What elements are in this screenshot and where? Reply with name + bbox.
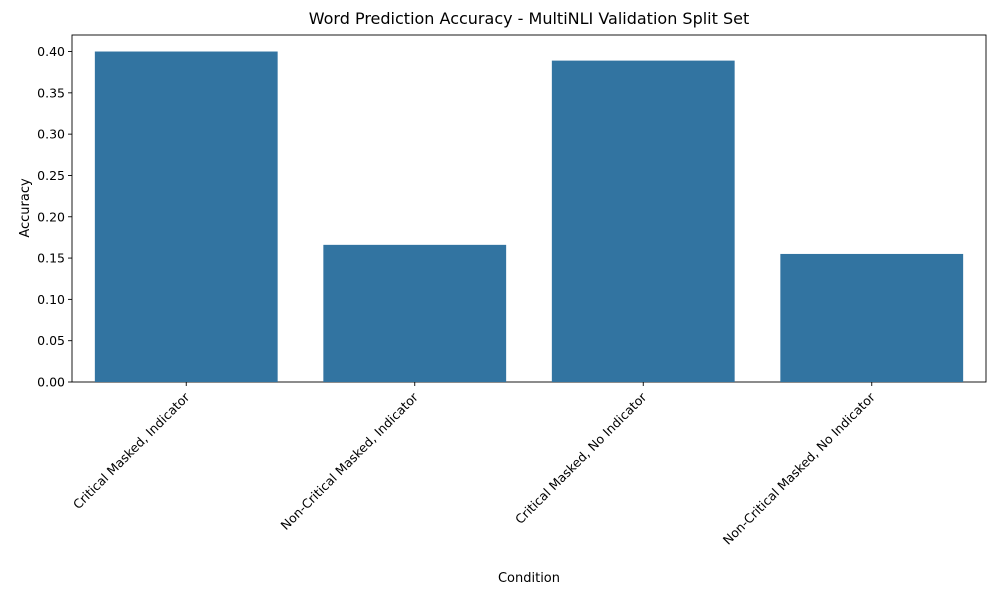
- y-tick-label: 0.00: [37, 375, 65, 390]
- y-tick-label: 0.25: [37, 168, 65, 183]
- x-tick-label: Critical Masked, No Indicator: [512, 389, 650, 527]
- y-tick-label: 0.30: [37, 127, 65, 142]
- bar: [323, 244, 507, 382]
- y-tick-label: 0.40: [37, 44, 65, 59]
- bar: [551, 60, 735, 382]
- y-tick-label: 0.15: [37, 251, 65, 266]
- y-tick-label: 0.20: [37, 209, 65, 224]
- bars-group: [94, 51, 964, 383]
- y-axis-label: Accuracy: [18, 178, 33, 238]
- chart-title: Word Prediction Accuracy - MultiNLI Vali…: [309, 9, 750, 28]
- y-tick-label: 0.05: [37, 333, 65, 348]
- bar: [780, 253, 964, 382]
- y-tick-label: 0.35: [37, 85, 65, 100]
- plot-frame: [71, 34, 987, 383]
- bar: [94, 51, 278, 383]
- x-tick-label: Non-Critical Masked, Indicator: [278, 389, 422, 533]
- x-tick-label: Non-Critical Masked, No Indicator: [720, 389, 879, 548]
- x-tick-label: Critical Masked, Indicator: [70, 389, 193, 512]
- y-axis: 0.00 0.05 0.10 0.15 0.20 0.25 0.30 0.35 0.40: [37, 44, 72, 390]
- x-axis-label: Condition: [498, 571, 560, 586]
- y-tick-label: 0.10: [37, 292, 65, 307]
- x-axis: Critical Masked, Indicator Non-Critical M…: [70, 382, 879, 548]
- plot-area: [71, 34, 987, 383]
